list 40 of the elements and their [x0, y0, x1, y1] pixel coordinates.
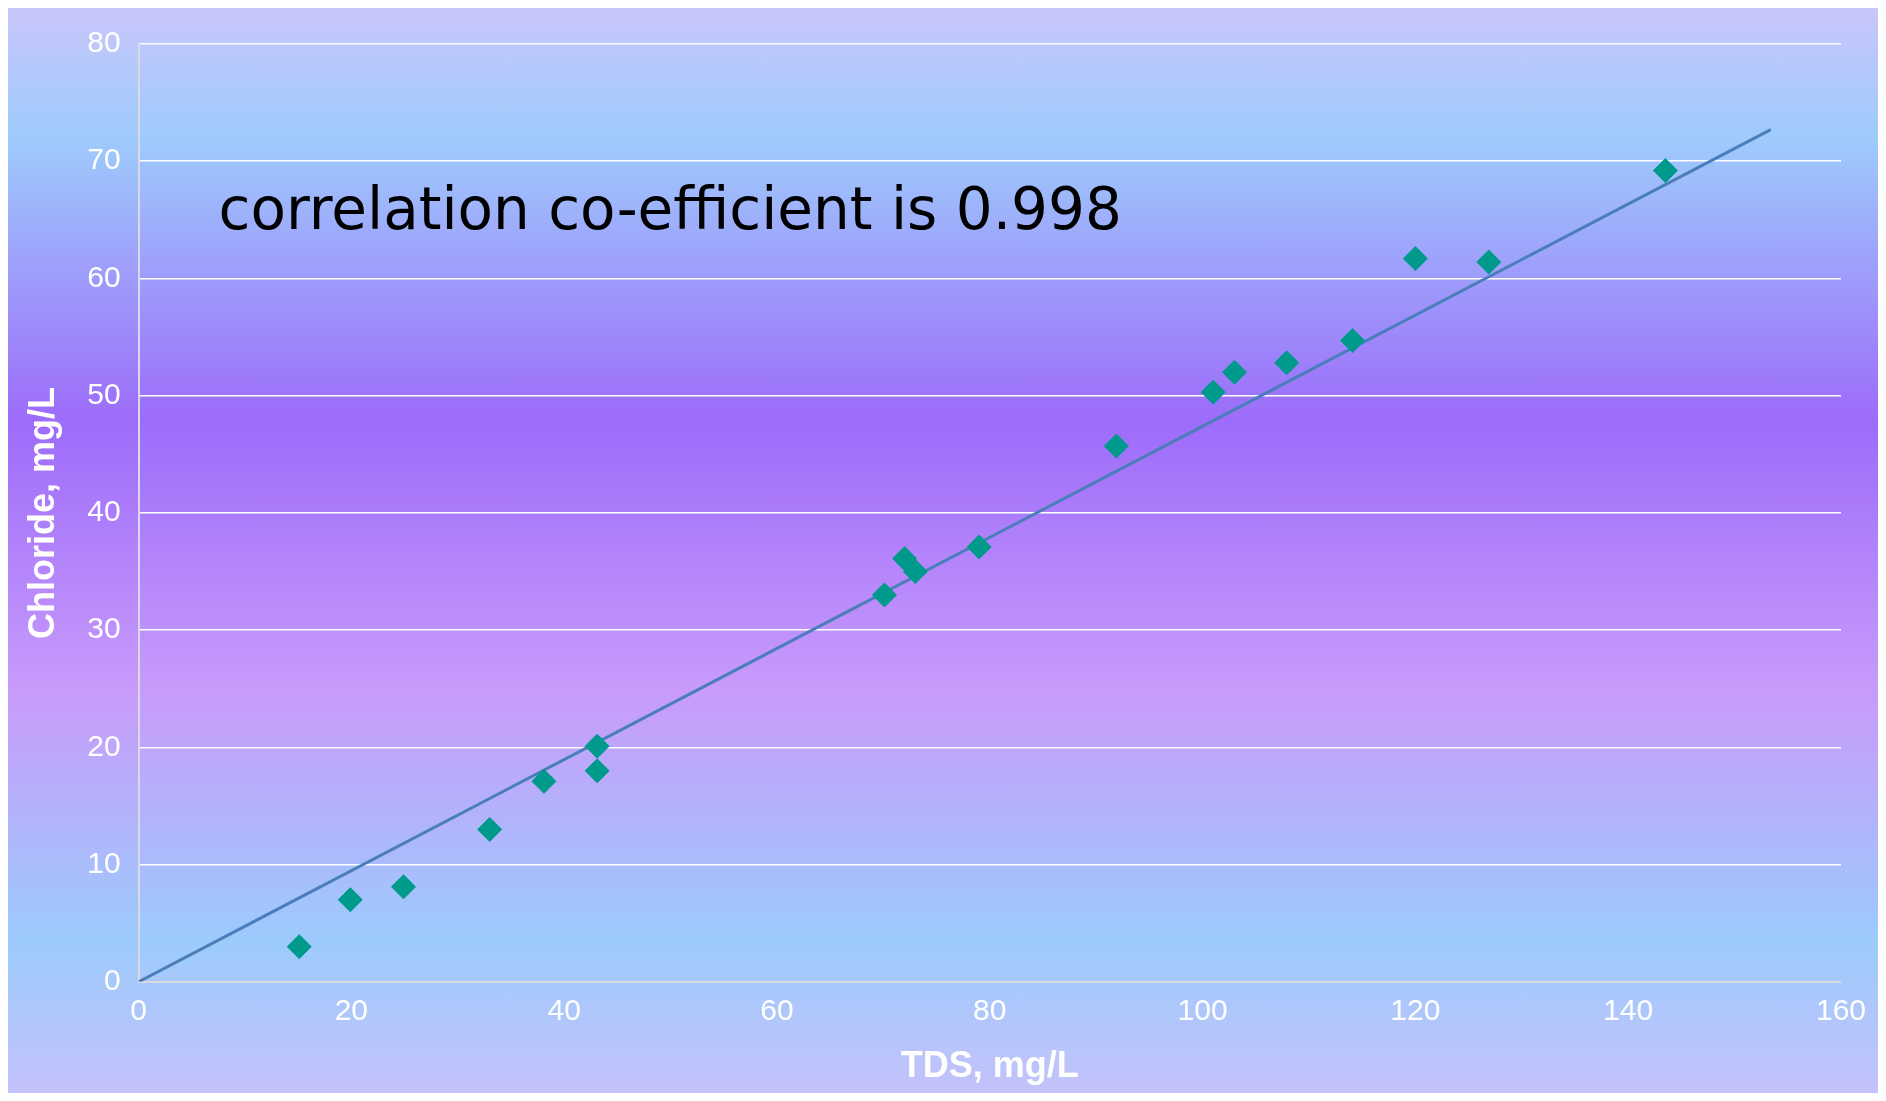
point — [477, 816, 503, 842]
y-tick-label: 40 — [87, 494, 121, 528]
point — [584, 758, 610, 784]
y-tick-label: 20 — [87, 728, 121, 762]
point — [391, 874, 417, 900]
point — [1274, 350, 1300, 376]
x-axis-title: TDS, mg/L — [900, 1044, 1079, 1086]
y-tick-label: 30 — [87, 611, 121, 645]
point — [1200, 379, 1226, 405]
point — [337, 887, 363, 913]
x-tick-label: 60 — [760, 993, 794, 1027]
y-tick-label: 60 — [87, 259, 121, 293]
y-tick-label: 80 — [87, 25, 121, 59]
point — [966, 534, 992, 560]
point — [1103, 433, 1129, 459]
point — [1652, 158, 1678, 184]
x-tick-label: 0 — [130, 993, 147, 1027]
y-tick-label: 0 — [103, 963, 121, 997]
x-tick-label: 160 — [1815, 993, 1866, 1027]
x-tick-label: 20 — [334, 993, 369, 1027]
x-tick-label: 80 — [973, 993, 1007, 1027]
y-axis-title: Chloride, mg/L — [20, 386, 62, 639]
x-tick-label: 100 — [1177, 993, 1228, 1027]
x-tick-label: 40 — [547, 993, 581, 1027]
y-tick-label: 50 — [87, 376, 121, 410]
point — [286, 934, 312, 960]
point — [871, 582, 897, 608]
annotation: correlation co-efficient is 0.998 — [218, 175, 1122, 244]
point — [892, 546, 918, 572]
x-tick-label: 120 — [1390, 993, 1441, 1027]
point — [531, 768, 557, 794]
point — [1476, 249, 1502, 275]
x-tick-label: 140 — [1603, 993, 1654, 1027]
point — [584, 733, 610, 759]
point — [902, 559, 928, 585]
point — [1340, 328, 1366, 354]
point — [1221, 359, 1247, 385]
y-tick-label: 70 — [87, 142, 121, 176]
y-tick-label: 10 — [87, 845, 121, 879]
point — [1402, 246, 1428, 272]
